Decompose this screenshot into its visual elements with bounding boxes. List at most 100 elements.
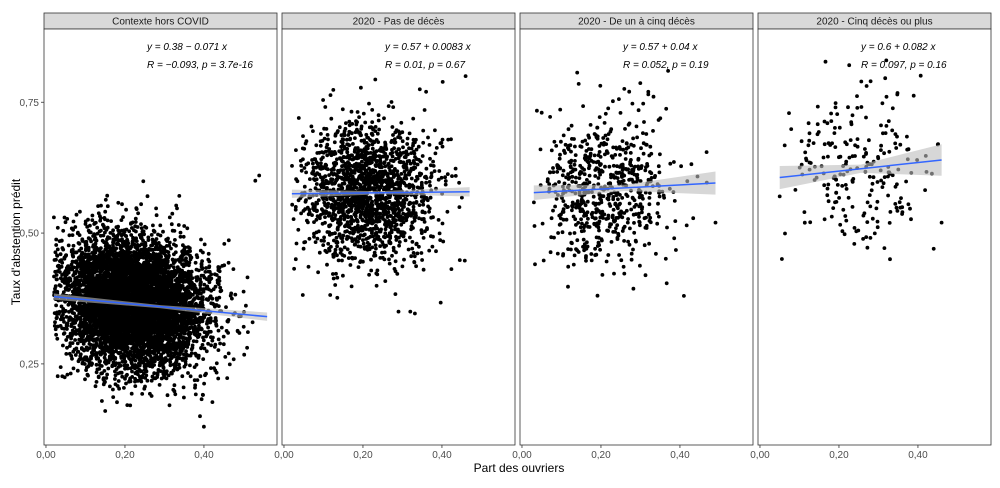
scatter-point <box>94 362 99 367</box>
scatter-point <box>206 325 211 330</box>
scatter-point <box>182 224 187 228</box>
scatter-point <box>169 263 173 268</box>
scatter-point <box>183 359 188 364</box>
scatter-point <box>54 257 58 262</box>
scatter-point <box>103 209 108 214</box>
scatter-point <box>195 378 200 382</box>
scatter-point <box>201 250 205 255</box>
scatter-point <box>229 291 234 296</box>
scatter-point <box>199 237 203 242</box>
scatter-point <box>55 315 59 320</box>
scatter-point <box>58 259 62 263</box>
scatter-point <box>181 385 186 390</box>
scatter-point <box>158 223 163 228</box>
scatter-point <box>89 354 93 359</box>
scatter-point <box>177 194 182 198</box>
scatter-point <box>224 329 229 333</box>
scatter-point <box>217 269 222 274</box>
scatter-point <box>72 270 77 275</box>
scatter-point <box>70 356 74 361</box>
scatter-point <box>106 366 111 371</box>
scatter-point <box>112 256 117 261</box>
scatter-point <box>93 384 98 389</box>
scatter-point <box>184 274 188 279</box>
scatter-point <box>105 193 110 198</box>
scatter-point <box>70 328 75 333</box>
scatter-point <box>75 368 80 373</box>
scatter-point <box>192 378 197 383</box>
scatter-point <box>218 341 223 346</box>
scatter-point <box>149 394 154 398</box>
scatter-point <box>132 349 136 354</box>
scatter-point <box>94 370 99 375</box>
scatter-point <box>73 338 77 342</box>
scatter-point <box>176 355 181 360</box>
scatter-point <box>117 386 121 391</box>
scatter-point <box>207 265 212 270</box>
scatter-point <box>226 260 231 265</box>
scatter-point <box>58 365 63 369</box>
scatter-point <box>111 237 116 242</box>
scatter-point <box>177 365 182 370</box>
scatter-point <box>65 372 70 377</box>
scatter-point <box>80 320 85 325</box>
scatter-point <box>168 357 173 362</box>
scatter-point <box>67 351 72 356</box>
scatter-point <box>204 277 209 281</box>
scatter-point <box>73 250 77 255</box>
scatter-point <box>95 225 100 230</box>
scatter-point <box>120 374 125 379</box>
scatter-point <box>99 246 103 251</box>
scatter-point <box>186 371 190 375</box>
scatter-point <box>188 277 193 282</box>
scatter-point <box>194 353 199 358</box>
scatter-point <box>52 324 57 328</box>
scatter-point <box>202 346 207 351</box>
scatter-point <box>168 363 173 368</box>
scatter-point <box>154 237 159 241</box>
scatter-point <box>55 374 60 379</box>
scatter-point <box>213 284 218 289</box>
scatter-point <box>200 319 205 324</box>
scatter-point <box>53 327 58 332</box>
scatter-point <box>189 269 194 274</box>
scatter-point <box>109 219 113 224</box>
scatter-point <box>132 242 137 247</box>
scatter-point <box>206 341 211 346</box>
scatter-point <box>198 374 203 379</box>
scatter-point <box>146 238 151 243</box>
scatter-point <box>64 352 69 356</box>
scatter-point <box>114 235 118 240</box>
scatter-point <box>202 282 207 287</box>
scatter-point <box>210 400 215 404</box>
scatter-point <box>183 362 188 367</box>
scatter-point <box>221 334 226 339</box>
scatter-point <box>193 260 198 265</box>
scatter-point <box>123 234 128 238</box>
scatter-point <box>153 359 157 364</box>
scatter-point <box>73 225 78 229</box>
scatter-point <box>173 238 177 242</box>
scatter-point <box>154 206 159 211</box>
scatter-point <box>227 362 232 367</box>
scatter-point <box>141 255 146 260</box>
scatter-point <box>219 325 224 330</box>
scatter-point <box>231 267 236 271</box>
scatter-point <box>62 331 67 335</box>
scatter-point <box>170 211 175 216</box>
scatter-point <box>151 356 155 361</box>
scatter-point <box>216 348 221 352</box>
scatter-point <box>77 281 82 286</box>
scatter-point <box>74 212 79 217</box>
scatter-point <box>174 359 179 364</box>
scatter-point <box>53 250 58 255</box>
scatter-point <box>69 262 74 267</box>
scatter-point <box>133 358 138 363</box>
scatter-point <box>184 349 188 354</box>
scatter-point <box>142 232 147 237</box>
scatter-point <box>197 323 201 328</box>
scatter-point <box>96 204 100 209</box>
scatter-point <box>156 350 161 355</box>
scatter-point <box>60 246 65 250</box>
scatter-point <box>175 206 179 211</box>
